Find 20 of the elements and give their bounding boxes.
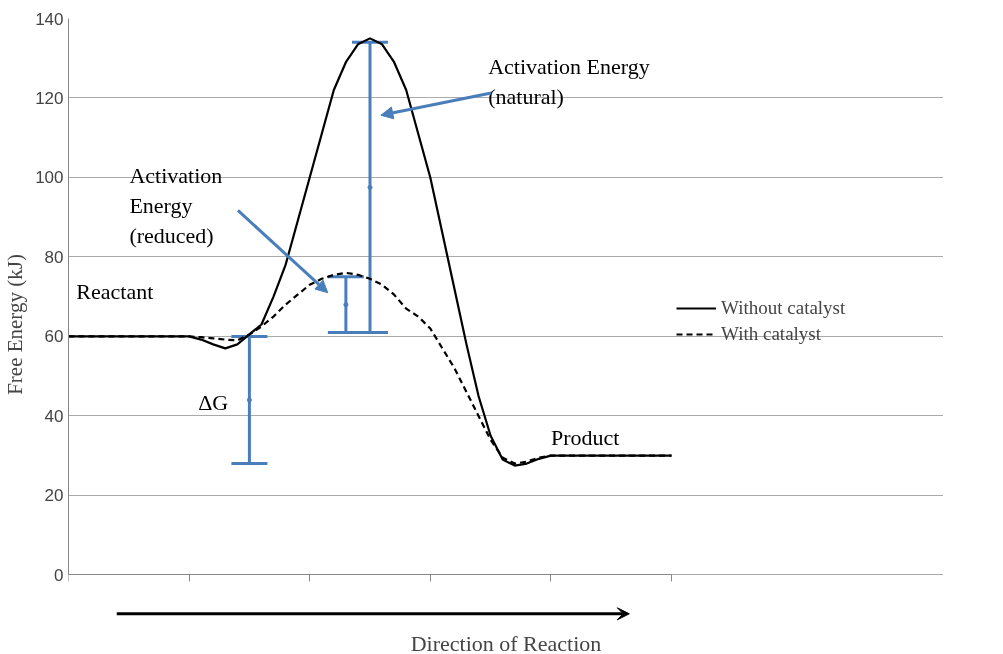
point [246, 397, 252, 403]
y-tick-label: 20 [44, 486, 64, 506]
y-tick-label: 140 [35, 9, 64, 29]
y-tick-label: 60 [44, 327, 64, 347]
point [343, 302, 349, 308]
y-tick-label: 100 [35, 168, 64, 188]
point [367, 184, 373, 190]
legend-label: Without catalyst [721, 297, 846, 319]
x-axis-title: Direction of Reaction [410, 630, 602, 654]
annotation: Reactant [76, 278, 154, 304]
y-tick-label: 80 [44, 247, 64, 267]
annotation: Activation Energy (reduced) [129, 163, 223, 249]
y-tick-label: 0 [54, 565, 64, 585]
y-tick-label: 40 [44, 406, 64, 426]
annotation: Activation Energy (natural) [488, 54, 650, 110]
annotation: Product [550, 424, 620, 450]
legend-label: With catalyst [721, 323, 822, 345]
y-tick-label: 120 [35, 88, 64, 108]
y-axis-title: Free Energy (kJ) [3, 254, 28, 395]
annotation: ΔG [198, 389, 229, 415]
